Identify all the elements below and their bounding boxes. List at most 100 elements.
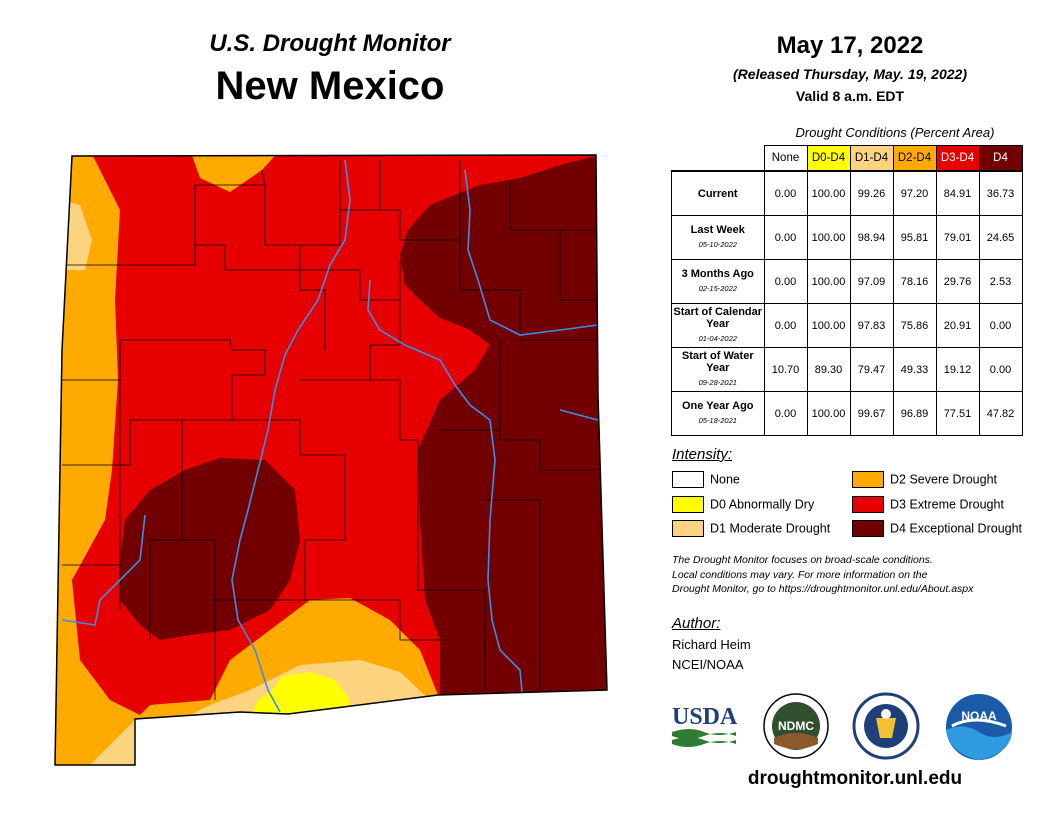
legend-swatch <box>852 520 884 537</box>
row-date: 05-10-2022 <box>698 240 737 249</box>
table-cell: 79.01 <box>935 215 980 260</box>
table-cell: 19.12 <box>935 347 980 392</box>
usdoc-seal <box>852 692 920 760</box>
table-cell: 77.51 <box>935 391 980 436</box>
table-cell: 79.47 <box>849 347 894 392</box>
map-subtitle: U.S. Drought Monitor <box>209 30 451 57</box>
author-organization: NCEI/NOAA <box>672 657 744 672</box>
legend-swatch <box>672 496 704 513</box>
table-cell: 0.00 <box>763 170 808 216</box>
table-cell: 49.33 <box>892 347 937 392</box>
table-row: Last Week 05-10-2022 0.00 100.00 98.94 95.81 7… <box>671 215 1023 260</box>
d2-region-north <box>150 155 280 192</box>
table-cell: 0.00 <box>763 215 808 260</box>
row-label: Last Week <box>690 224 745 236</box>
legend-label: D4 Exceptional Drought <box>890 521 1023 536</box>
table-cell: 97.09 <box>849 259 894 304</box>
row-header: Current <box>671 170 765 216</box>
column-header-d2-d4: D2-D4 <box>892 145 937 172</box>
legend-item-d3: D3 Extreme Drought <box>852 496 1004 513</box>
d4-region-southwest <box>120 458 300 640</box>
release-date: (Released Thursday, May. 19, 2022) <box>733 66 967 82</box>
row-date: 01-04-2022 <box>698 334 737 343</box>
table-cell: 97.20 <box>892 170 937 216</box>
state-outline <box>54 154 608 766</box>
legend-item-d0: D0 Abnormally Dry <box>672 496 814 513</box>
table-cell: 100.00 <box>806 303 851 348</box>
ndmc-logo: NDMC <box>763 693 829 759</box>
legend-label: D2 Severe Drought <box>890 472 998 487</box>
legend-item-none: None <box>672 471 740 488</box>
valid-time: Valid 8 a.m. EDT <box>795 88 905 104</box>
legend-title: Intensity: <box>672 446 733 463</box>
legend-item-d1: D1 Moderate Drought <box>672 520 830 537</box>
table-header-row: None D0-D4 D1-D4 D2-D4 D3-D4 D4 <box>672 145 1023 172</box>
column-header-d0-d4: D0-D4 <box>806 145 851 172</box>
table-cell: 95.81 <box>892 215 937 260</box>
table-row: Start of Water Year 09-28-2021 10.70 89.30 7… <box>671 347 1023 392</box>
ndmc-logo-text: NDMC <box>778 719 814 733</box>
row-label: 3 Months Ago <box>681 268 754 280</box>
table-cell: 20.91 <box>935 303 980 348</box>
row-header: Start of Water Year 09-28-2021 <box>671 347 765 392</box>
drought-stats-table: None D0-D4 D1-D4 D2-D4 D3-D4 D4 Current 0… <box>671 145 1023 436</box>
legend-item-d2: D2 Severe Drought <box>852 471 997 488</box>
table-cell: 2.53 <box>978 259 1023 304</box>
d0-region-south <box>250 672 350 720</box>
map-date: May 17, 2022 <box>776 32 924 59</box>
table-cell: 75.86 <box>892 303 937 348</box>
legend-label: D0 Abnormally Dry <box>710 497 815 512</box>
table-cell: 24.65 <box>978 215 1023 260</box>
column-header-d4: D4 <box>978 145 1023 172</box>
row-label: Current <box>697 187 738 200</box>
legend-item-d4: D4 Exceptional Drought <box>852 520 1022 537</box>
table-cell: 47.82 <box>978 391 1023 436</box>
column-header-d3-d4: D3-D4 <box>935 145 980 172</box>
table-cell: 99.67 <box>849 391 894 436</box>
table-cell: 96.89 <box>892 391 937 436</box>
county-boundaries <box>62 160 598 700</box>
column-header-d1-d4: D1-D4 <box>849 145 894 172</box>
table-cell: 36.73 <box>978 170 1023 216</box>
table-cell: 78.16 <box>892 259 937 304</box>
d1-region-southwest <box>90 720 140 765</box>
website-link[interactable]: droughtmonitor.unl.edu <box>747 768 963 789</box>
row-header: Start of Calendar Year 01-04-2022 <box>671 303 765 348</box>
map-title: New Mexico <box>215 64 445 108</box>
table-corner <box>672 146 765 172</box>
table-row: Start of Calendar Year 01-04-2022 0.00 100.… <box>671 303 1023 348</box>
table-row: 3 Months Ago 02-15-2022 0.00 100.00 97.09 78.… <box>671 259 1023 304</box>
table-row: One Year Ago 05-18-2021 0.00 100.00 99.67 96.… <box>671 391 1023 436</box>
table-cell: 100.00 <box>806 170 851 216</box>
row-header: 3 Months Ago 02-15-2022 <box>671 259 765 304</box>
d2-region-west <box>55 155 140 765</box>
row-label: Start of Calendar Year <box>673 306 763 330</box>
table-cell: 100.00 <box>806 391 851 436</box>
table-cell: 29.76 <box>935 259 980 304</box>
table-cell: 89.30 <box>806 347 851 392</box>
drought-map <box>54 154 608 766</box>
table-cell: 0.00 <box>978 303 1023 348</box>
table-cell: 100.00 <box>806 259 851 304</box>
usda-logo-text: USDA <box>672 704 738 730</box>
table-cell: 100.00 <box>806 215 851 260</box>
row-label: Start of Water Year <box>681 350 754 374</box>
table-cell: 0.00 <box>978 347 1023 392</box>
row-label: One Year Ago <box>681 400 754 412</box>
row-date: 02-15-2022 <box>698 284 737 293</box>
author-heading: Author: <box>672 615 721 632</box>
rivers <box>61 159 599 713</box>
table-cell: 10.70 <box>763 347 808 392</box>
noaa-logo-text: NOAA <box>961 709 997 723</box>
noaa-logo: NOAA <box>946 694 1012 760</box>
legend-swatch <box>852 496 884 513</box>
table-cell: 84.91 <box>935 170 980 216</box>
table-cell: 0.00 <box>763 303 808 348</box>
author-name: Richard Heim <box>672 637 751 652</box>
table-cell: 97.83 <box>849 303 894 348</box>
legend-label: None <box>710 472 740 487</box>
table-cell: 0.00 <box>763 391 808 436</box>
table-row: Current 0.00 100.00 99.26 97.20 84.91 36.73 <box>671 170 1023 216</box>
legend-swatch <box>852 471 884 488</box>
d4-region-east <box>400 155 607 760</box>
